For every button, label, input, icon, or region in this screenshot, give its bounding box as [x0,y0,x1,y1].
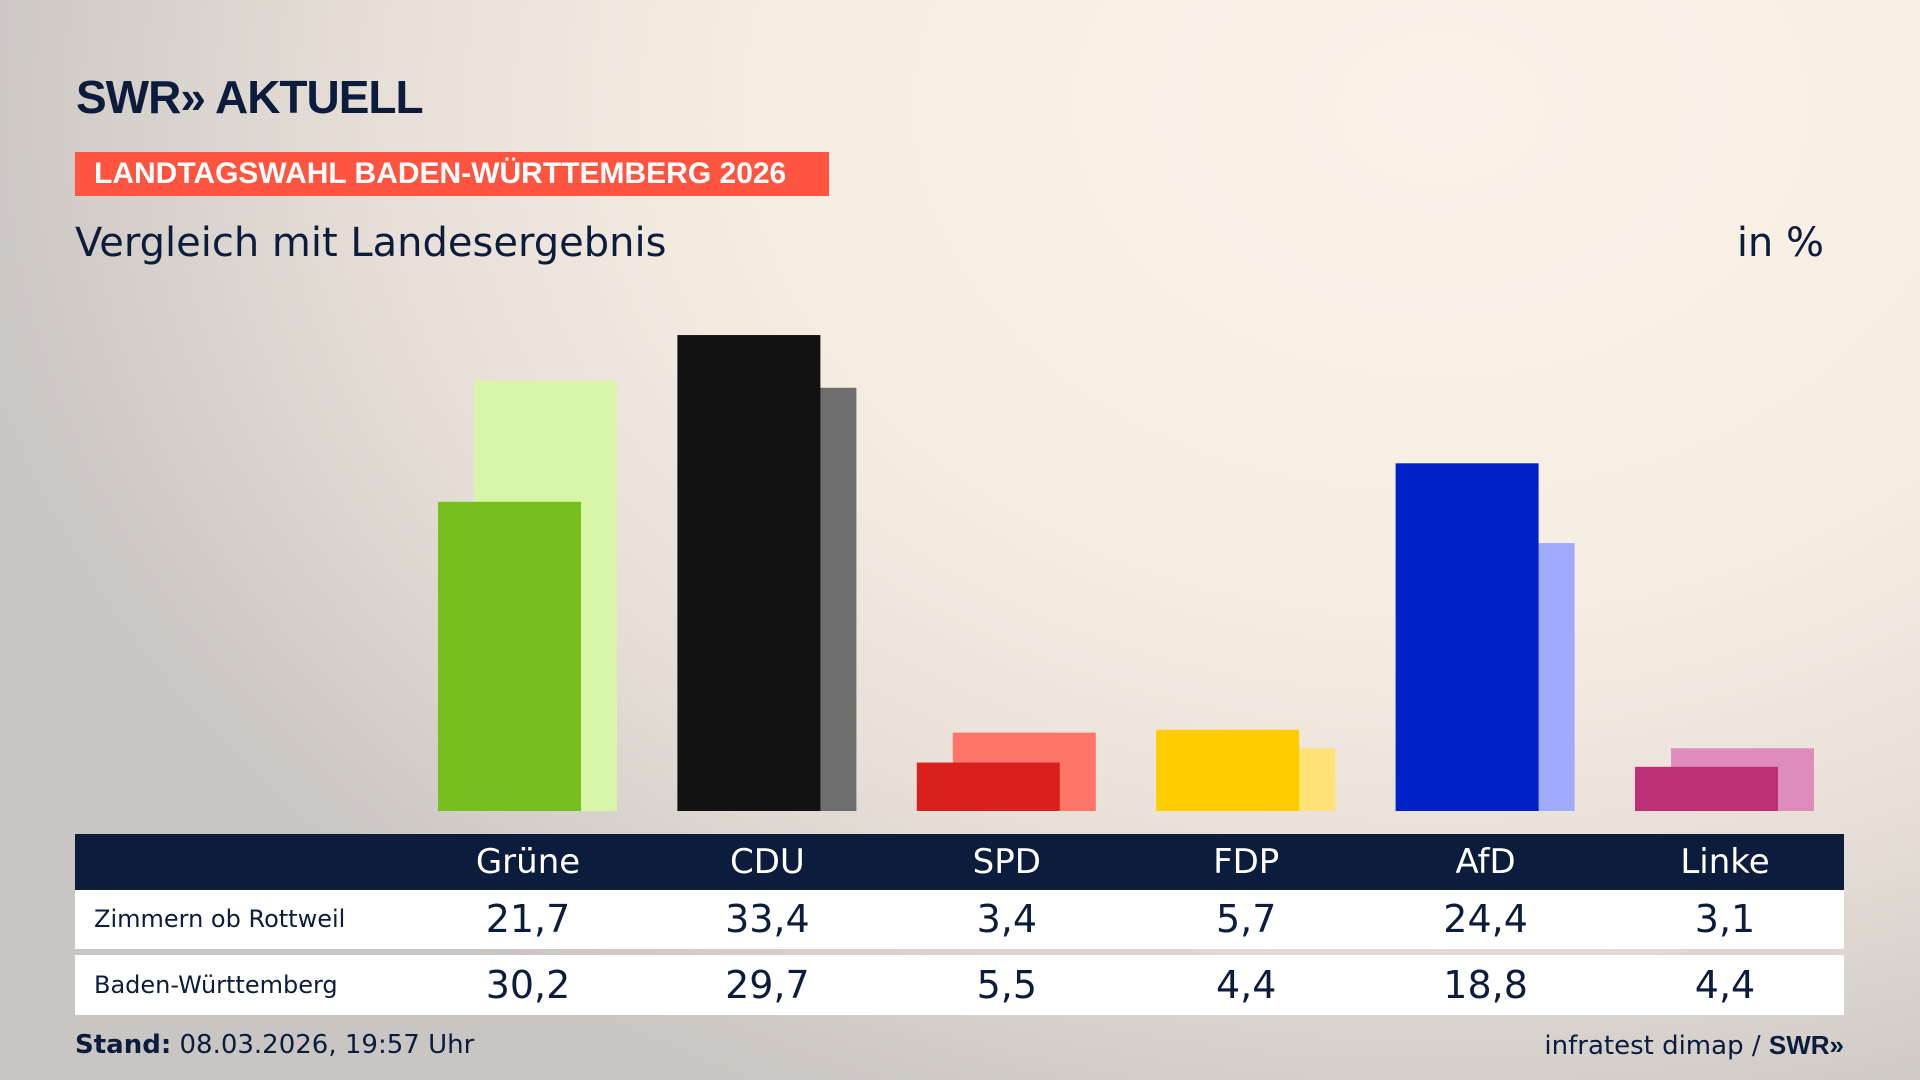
value-cell: 29,7 [725,963,810,1007]
row-label: Baden-Württemberg [94,971,338,999]
value-cell: 18,8 [1443,963,1528,1007]
column-header: AfD [1455,842,1516,882]
value-cell: 5,7 [1215,897,1277,941]
value-cell: 4,4 [1694,963,1756,1007]
value-cell: 3,4 [976,897,1038,941]
value-cell: 30,2 [485,963,571,1007]
column-header: CDU [729,842,805,882]
election-banner: LANDTAGSWAHL BADEN-WÜRTTEMBERG 2026 [75,152,829,196]
bar-local-cdu [677,335,821,811]
column-header: Linke [1680,842,1770,882]
chart-title: Vergleich mit Landesergebnis [75,220,667,266]
value-cell: 33,4 [725,897,810,941]
bar-local-linke [1635,766,1778,811]
column-header: FDP [1213,842,1280,882]
column-header: SPD [972,842,1041,882]
swr-logo: SWR» [1768,1030,1844,1060]
row-label: Zimmern ob Rottweil [94,905,346,933]
bar-local-grüne [438,501,581,811]
table-row: Zimmern ob Rottweil 21,7 33,4 3,4 5,7 24,4 3,… [75,890,1844,949]
column-header: Grüne [475,842,581,882]
stand-label: Stand: [75,1030,172,1060]
table-row: Baden-Württemberg 30,2 29,7 5,5 4,4 18,8 4,4 [75,955,1844,1015]
timestamp: Stand: 08.03.2026, 19:57 Uhr [75,1030,474,1060]
value-cell: 4,4 [1215,963,1277,1007]
stand-value: 08.03.2026, 19:57 Uhr [179,1030,475,1060]
unit-label: in % [1736,220,1824,266]
bar-local-fdp [1156,729,1300,811]
value-cell: 24,4 [1443,897,1528,941]
value-cell: 5,5 [976,963,1038,1007]
source: infratest dimap / SWR» [1544,1030,1844,1061]
bar-local-afd [1395,463,1539,811]
source-text: infratest dimap / [1544,1031,1761,1061]
value-cell: 21,7 [485,897,571,941]
swr-aktuell-logo: SWR» AKTUELL [76,71,424,123]
table-header: Grüne CDU SPD FDP AfD Linke [75,834,1844,890]
bar-local-spd [916,762,1060,811]
value-cell: 3,1 [1694,897,1756,941]
